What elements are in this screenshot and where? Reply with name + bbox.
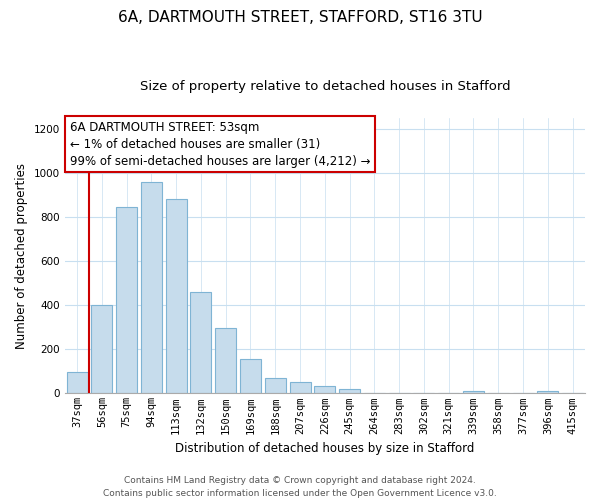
Bar [463, 391, 484, 394]
Text: Contains HM Land Registry data © Crown copyright and database right 2024.
Contai: Contains HM Land Registry data © Crown c… [103, 476, 497, 498]
Bar [215, 328, 236, 394]
Bar [339, 389, 360, 394]
Bar [314, 386, 335, 394]
Bar [91, 305, 112, 394]
Title: Size of property relative to detached houses in Stafford: Size of property relative to detached ho… [140, 80, 510, 93]
Bar [240, 359, 261, 394]
Text: 6A DARTMOUTH STREET: 53sqm
← 1% of detached houses are smaller (31)
99% of semi-: 6A DARTMOUTH STREET: 53sqm ← 1% of detac… [70, 120, 370, 168]
Bar [166, 200, 187, 394]
Y-axis label: Number of detached properties: Number of detached properties [15, 162, 28, 348]
Bar [116, 207, 137, 394]
Bar [265, 378, 286, 394]
Bar [290, 382, 311, 394]
Text: 6A, DARTMOUTH STREET, STAFFORD, ST16 3TU: 6A, DARTMOUTH STREET, STAFFORD, ST16 3TU [118, 10, 482, 25]
Bar [67, 372, 88, 394]
Bar [538, 391, 559, 394]
Bar [141, 182, 162, 394]
Bar [190, 292, 211, 394]
X-axis label: Distribution of detached houses by size in Stafford: Distribution of detached houses by size … [175, 442, 475, 455]
